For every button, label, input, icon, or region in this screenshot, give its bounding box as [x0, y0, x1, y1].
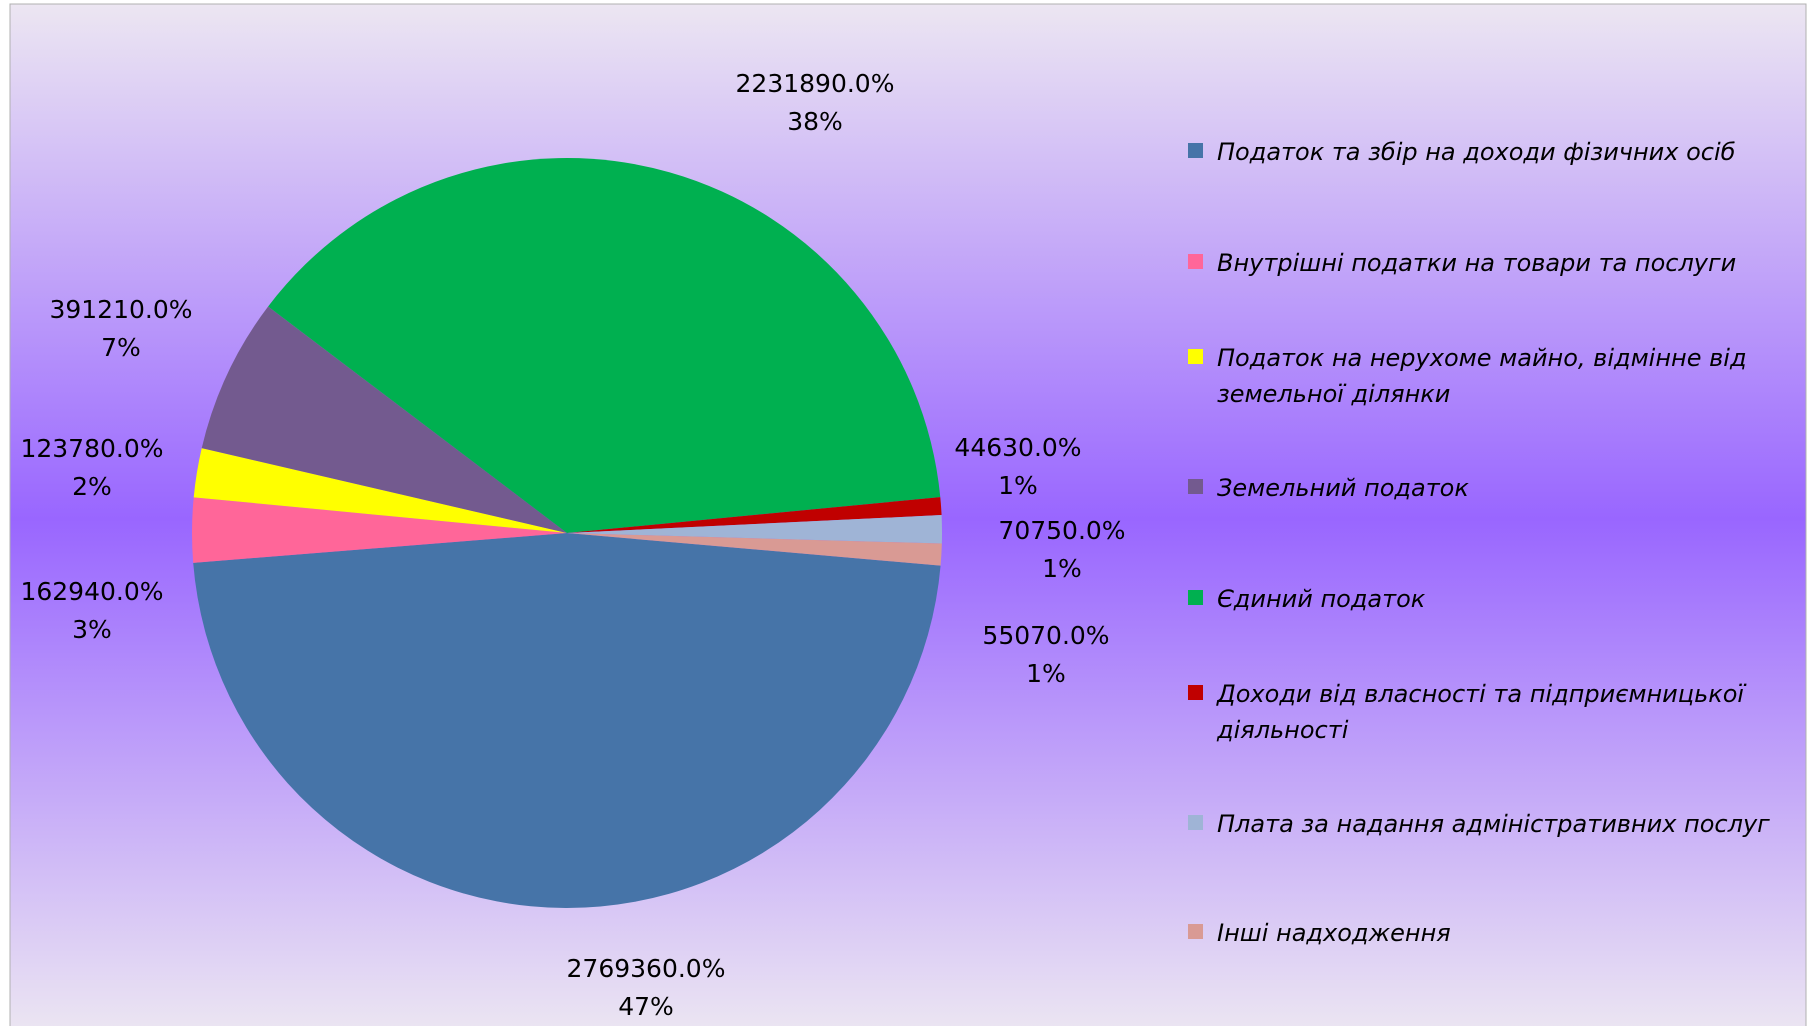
percent-label: 1% — [1026, 659, 1066, 688]
value-label: 44630.0% — [954, 433, 1081, 462]
pie-slice — [193, 533, 941, 908]
percent-label: 1% — [1042, 554, 1082, 583]
legend-item: Податок на нерухоме майно, відмінне від … — [1188, 340, 1788, 412]
percent-label: 3% — [72, 615, 112, 644]
value-label: 70750.0% — [998, 516, 1125, 545]
pie-slice — [201, 306, 567, 533]
legend-label: Земельний податок — [1217, 474, 1469, 502]
percent-label: 47% — [618, 992, 674, 1021]
pie-slice — [193, 448, 567, 533]
legend-swatch — [1188, 590, 1203, 605]
pie-slice — [567, 515, 942, 544]
legend-label: Плата за надання адміністративних послуг — [1217, 810, 1770, 838]
legend-label: Податок на нерухоме майно, відмінне від … — [1217, 344, 1747, 408]
legend-label: Єдиний податок — [1217, 585, 1426, 613]
value-label: 162940.0% — [20, 577, 163, 606]
value-label: 2769360.0% — [567, 954, 726, 983]
legend-item: Земельний податок — [1188, 470, 1788, 506]
value-label: 55070.0% — [982, 621, 1109, 650]
value-label: 123780.0% — [20, 434, 163, 463]
legend-swatch — [1188, 143, 1203, 158]
pie-slice — [192, 497, 567, 563]
legend-item: Доходи від власності та підприємницької … — [1188, 676, 1788, 748]
percent-label: 7% — [101, 333, 141, 362]
percent-label: 1% — [998, 471, 1038, 500]
legend-swatch — [1188, 349, 1203, 364]
value-label: 2231890.0% — [736, 69, 895, 98]
legend-item: Єдиний податок — [1188, 581, 1788, 617]
percent-label: 2% — [72, 472, 112, 501]
legend-swatch — [1188, 254, 1203, 269]
pie-slice — [567, 497, 942, 533]
legend-item: Внутрішні податки на товари та послуги — [1188, 245, 1788, 281]
value-label: 391210.0% — [49, 295, 192, 324]
legend-swatch — [1188, 815, 1203, 830]
legend-label: Доходи від власності та підприємницької … — [1217, 680, 1745, 744]
percent-label: 38% — [787, 107, 843, 136]
legend-label: Податок та збір на доходи фізичних осіб — [1217, 138, 1736, 166]
legend-swatch — [1188, 479, 1203, 494]
legend-swatch — [1188, 924, 1203, 939]
legend-item: Інші надходження — [1188, 915, 1788, 951]
pie-slice — [567, 533, 942, 566]
legend-label: Внутрішні податки на товари та послуги — [1217, 249, 1737, 277]
legend-item: Плата за надання адміністративних послуг — [1188, 806, 1788, 842]
legend-item: Податок та збір на доходи фізичних осіб — [1188, 134, 1788, 170]
legend-swatch — [1188, 685, 1203, 700]
legend-label: Інші надходження — [1217, 919, 1451, 947]
pie-slice — [268, 157, 941, 534]
